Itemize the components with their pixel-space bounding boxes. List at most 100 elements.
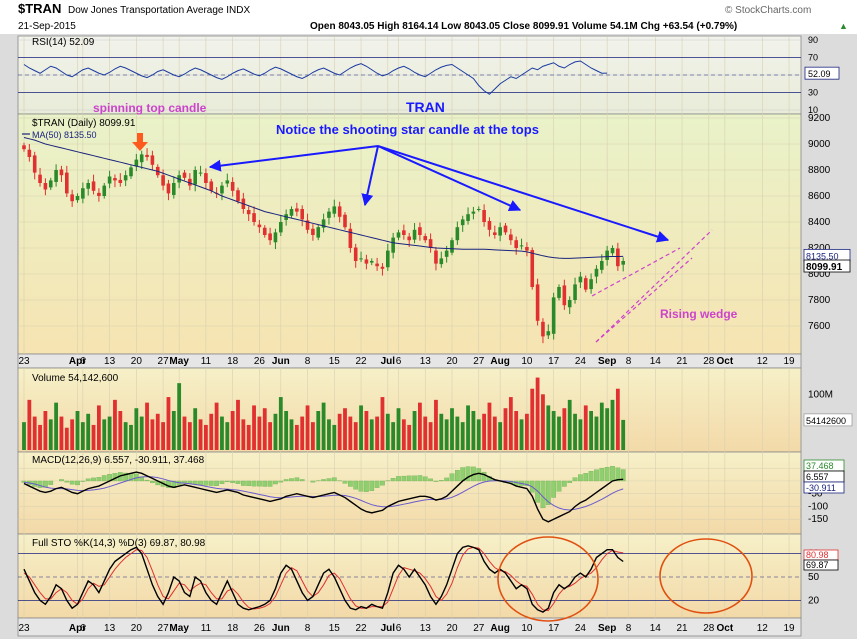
volume-bar <box>546 405 551 450</box>
macd-histogram-bar <box>396 476 401 482</box>
x-tick-label: May <box>169 356 189 367</box>
volume-bar <box>75 411 80 450</box>
macd-histogram-bar <box>551 480 557 498</box>
volume-bar <box>214 402 219 450</box>
macd-histogram-bar <box>620 469 626 482</box>
macd-last-label: -30.911 <box>806 483 836 493</box>
candle-body <box>300 209 304 220</box>
macd-histogram-bar <box>326 478 332 482</box>
spinning-top-arrow-icon <box>132 133 148 151</box>
x-tick-label: 12 <box>757 356 769 367</box>
candle-body <box>396 232 401 238</box>
candle-body <box>59 169 64 176</box>
candle-body <box>225 180 230 184</box>
price-tick-label: 7600 <box>808 321 831 332</box>
volume-bar <box>615 388 620 450</box>
volume-bar <box>241 419 246 450</box>
candle-body <box>600 261 604 270</box>
candle-body <box>471 211 476 214</box>
volume-bar <box>589 411 593 450</box>
candle-body <box>236 190 240 202</box>
x-tick-label-bottom: 22 <box>355 623 367 634</box>
volume-bar <box>460 422 465 450</box>
volume-bar <box>134 408 139 450</box>
volume-bar <box>32 416 37 450</box>
volume-bar <box>252 405 256 450</box>
header-date: 21-Sep-2015 <box>18 21 76 32</box>
candle-body <box>402 230 406 235</box>
macd-histogram-bar <box>545 480 551 505</box>
volume-bar <box>80 422 85 450</box>
rsi-last-box <box>804 66 840 80</box>
candle-body <box>332 206 337 214</box>
macd-histogram-bar <box>310 480 316 483</box>
ma-legend: MA(50) 8135.50 <box>32 130 97 140</box>
volume-bar <box>562 408 567 450</box>
x-tick-label-bottom: 11 <box>201 623 212 634</box>
candle-body <box>386 250 390 268</box>
candle-body <box>252 213 256 222</box>
volume-bar <box>177 383 182 450</box>
volume-bar <box>557 416 561 450</box>
x-tick-label-bottom: 13 <box>420 623 432 634</box>
volume-bar <box>353 422 358 450</box>
candle-body <box>262 227 267 235</box>
rsi-tick-label: 70 <box>808 53 818 63</box>
candle-body <box>594 268 599 277</box>
candle-body <box>610 248 615 254</box>
volume-bar <box>118 411 123 450</box>
macd-histogram-bar <box>567 480 573 483</box>
candle-body <box>209 181 214 191</box>
price-tick-label: 8600 <box>808 191 831 202</box>
price-legend: $TRAN (Daily) 8099.91 <box>32 118 136 129</box>
candle-body <box>434 250 438 264</box>
x-tick-label-bottom: Sep <box>598 623 616 634</box>
candle-body <box>150 155 155 165</box>
candle-body <box>32 155 37 173</box>
macd-histogram-bar <box>224 480 230 483</box>
macd-histogram-bar <box>572 477 578 482</box>
x-tick-label: Oct <box>717 356 734 367</box>
candle-body <box>81 188 85 199</box>
volume-bar <box>466 405 470 450</box>
candle-body <box>316 227 321 238</box>
volume-last-label: 54142600 <box>806 416 846 426</box>
x-tick-label: 22 <box>355 356 367 367</box>
macd-histogram-bar <box>299 479 305 482</box>
macd-histogram-bar <box>246 480 252 487</box>
candle-body <box>514 240 518 248</box>
candle-body <box>311 228 315 235</box>
macd-histogram-bar <box>599 467 605 482</box>
volume-bar <box>155 413 160 450</box>
macd-histogram-bar <box>476 468 482 482</box>
x-tick-label-bottom: 20 <box>446 623 458 634</box>
volume-bar <box>278 397 283 450</box>
volume-bar <box>97 405 101 450</box>
macd-histogram-bar <box>540 480 546 509</box>
volume-bar <box>407 424 412 450</box>
sto-last-label: 80.98 <box>806 550 829 560</box>
volume-bar <box>535 377 540 450</box>
x-tick-label-bottom: 21 <box>676 623 688 634</box>
volume-bar <box>332 424 337 450</box>
x-tick-label-bottom: Jun <box>272 623 290 634</box>
volume-bar <box>171 411 176 450</box>
macd-histogram-bar <box>417 475 423 482</box>
candle-body <box>86 183 90 189</box>
volume-bar <box>541 394 545 450</box>
volume-bar <box>594 416 599 450</box>
x-tick-label: 13 <box>104 356 116 367</box>
x-tick-label: 18 <box>227 356 239 367</box>
macd-histogram-bar <box>69 480 75 485</box>
volume-bar <box>337 413 342 450</box>
volume-bar <box>257 416 262 450</box>
candle-body <box>321 219 326 228</box>
volume-bar <box>418 402 422 450</box>
candle-body <box>327 211 331 218</box>
x-tick-label-bottom: 23 <box>18 623 30 634</box>
candle-body <box>482 210 486 222</box>
candle-body <box>380 266 385 269</box>
volume-bar <box>187 422 192 450</box>
macd-last-label: 6.557 <box>806 472 829 482</box>
candle-body <box>375 263 379 267</box>
